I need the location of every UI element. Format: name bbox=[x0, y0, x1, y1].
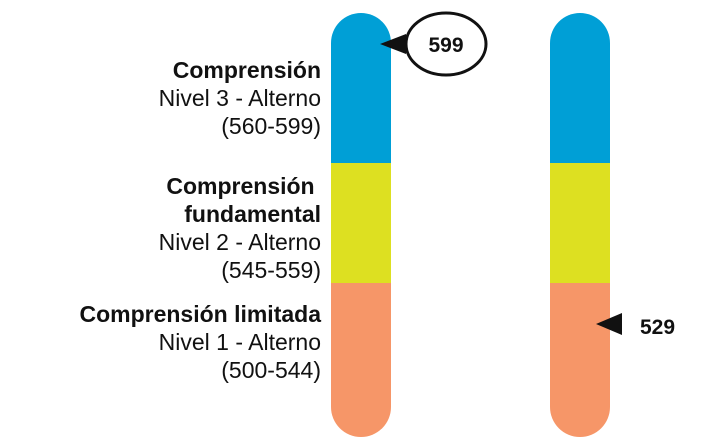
pointer-score-value: 529 bbox=[640, 316, 675, 339]
score-bar-left bbox=[331, 13, 391, 437]
bar-right-segment-level-2 bbox=[550, 163, 610, 283]
bar-right-segment-level-3 bbox=[550, 13, 610, 163]
circled-score-marker: 599 bbox=[380, 11, 488, 77]
bar-left-segment-level-2 bbox=[331, 163, 391, 283]
pointer-arrow-icon bbox=[380, 34, 406, 54]
bar-left-segment-level-3 bbox=[331, 13, 391, 163]
level-2-range: (545-559) bbox=[221, 257, 321, 283]
circled-score-value: 599 bbox=[428, 34, 463, 57]
pointer-score-marker: 529 bbox=[596, 313, 675, 339]
pointer-arrow-icon bbox=[596, 313, 622, 335]
score-circle bbox=[404, 11, 488, 77]
level-2-title-line2: fundamental bbox=[184, 201, 321, 227]
level-2-title-line1: Comprensión bbox=[166, 173, 321, 199]
level-3-label: Comprensión Nivel 3 - Alterno (560-599) bbox=[159, 56, 321, 140]
level-3-title: Comprensión bbox=[172, 57, 321, 83]
level-1-label: Comprensión limitada Nivel 1 - Alterno (… bbox=[79, 300, 321, 384]
score-bar-right bbox=[550, 13, 610, 437]
level-3-range: (560-599) bbox=[221, 113, 321, 139]
level-1-title: Comprensión limitada bbox=[79, 301, 321, 327]
level-1-name: Nivel 1 - Alterno bbox=[158, 329, 321, 355]
level-2-name: Nivel 2 - Alterno bbox=[158, 229, 321, 255]
level-1-range: (500-544) bbox=[221, 357, 321, 383]
level-2-label: Comprensión fundamental Nivel 2 - Altern… bbox=[159, 172, 321, 284]
bar-left-segment-level-1 bbox=[331, 283, 391, 437]
level-3-name: Nivel 3 - Alterno bbox=[158, 85, 321, 111]
bar-right-segment-level-1 bbox=[550, 283, 610, 437]
